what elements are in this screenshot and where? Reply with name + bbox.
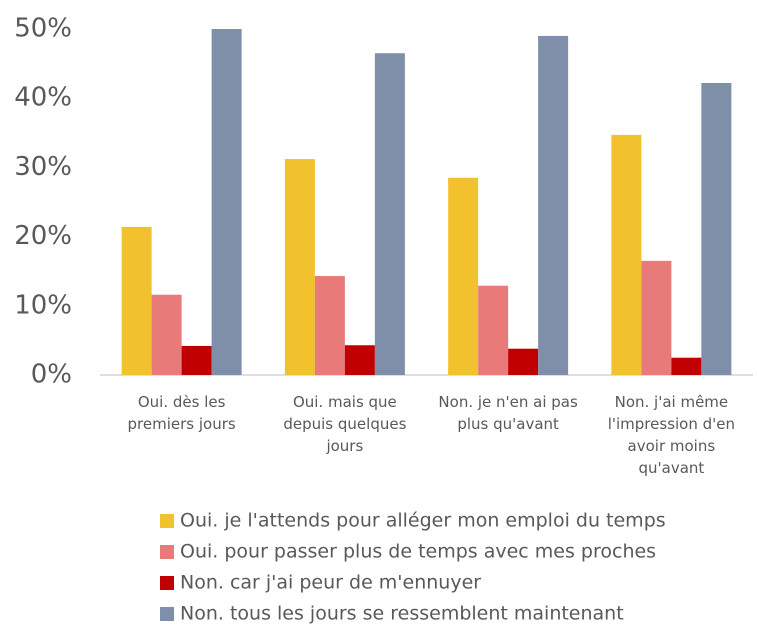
bar <box>344 345 375 375</box>
legend-swatch <box>160 514 174 528</box>
bar <box>314 276 345 375</box>
y-tick-label: 0% <box>31 360 72 390</box>
legend-swatch <box>160 576 174 590</box>
bar <box>538 35 569 376</box>
x-tick-label: Oui. dès les premiers jours <box>127 393 236 433</box>
legend-label: Non. car j'ai peur de m'ennuyer <box>180 572 481 594</box>
y-tick-label: 50% <box>14 14 72 44</box>
legend-swatch <box>160 545 174 559</box>
legend-label: Non. tous les jours se ressemblent maint… <box>180 603 624 625</box>
bar <box>181 345 212 375</box>
x-tick-label: Oui. mais que depuis quelques jours <box>283 393 407 455</box>
y-tick-label: 20% <box>14 221 72 251</box>
bar <box>211 29 242 375</box>
bar <box>374 53 405 375</box>
bar <box>478 285 509 375</box>
bar <box>701 82 732 375</box>
legend-swatch <box>160 607 174 621</box>
bar <box>611 134 642 375</box>
bar <box>448 177 479 375</box>
bar <box>671 357 702 375</box>
x-tick-label: Non. je n'en ai pas plus qu'avant <box>438 393 578 433</box>
bar <box>508 348 539 375</box>
bar <box>151 294 182 375</box>
y-tick-label: 10% <box>14 290 72 320</box>
legend-label: Oui. je l'attends pour alléger mon emplo… <box>180 510 666 532</box>
bar <box>284 159 315 375</box>
x-tick-label: Non. j'ai même l'impression d'en avoir m… <box>607 393 736 477</box>
bar <box>641 260 672 375</box>
bar <box>121 226 152 375</box>
y-tick-label: 30% <box>14 152 72 182</box>
y-tick-label: 40% <box>14 83 72 113</box>
legend-label: Oui. pour passer plus de temps avec mes … <box>180 541 656 563</box>
